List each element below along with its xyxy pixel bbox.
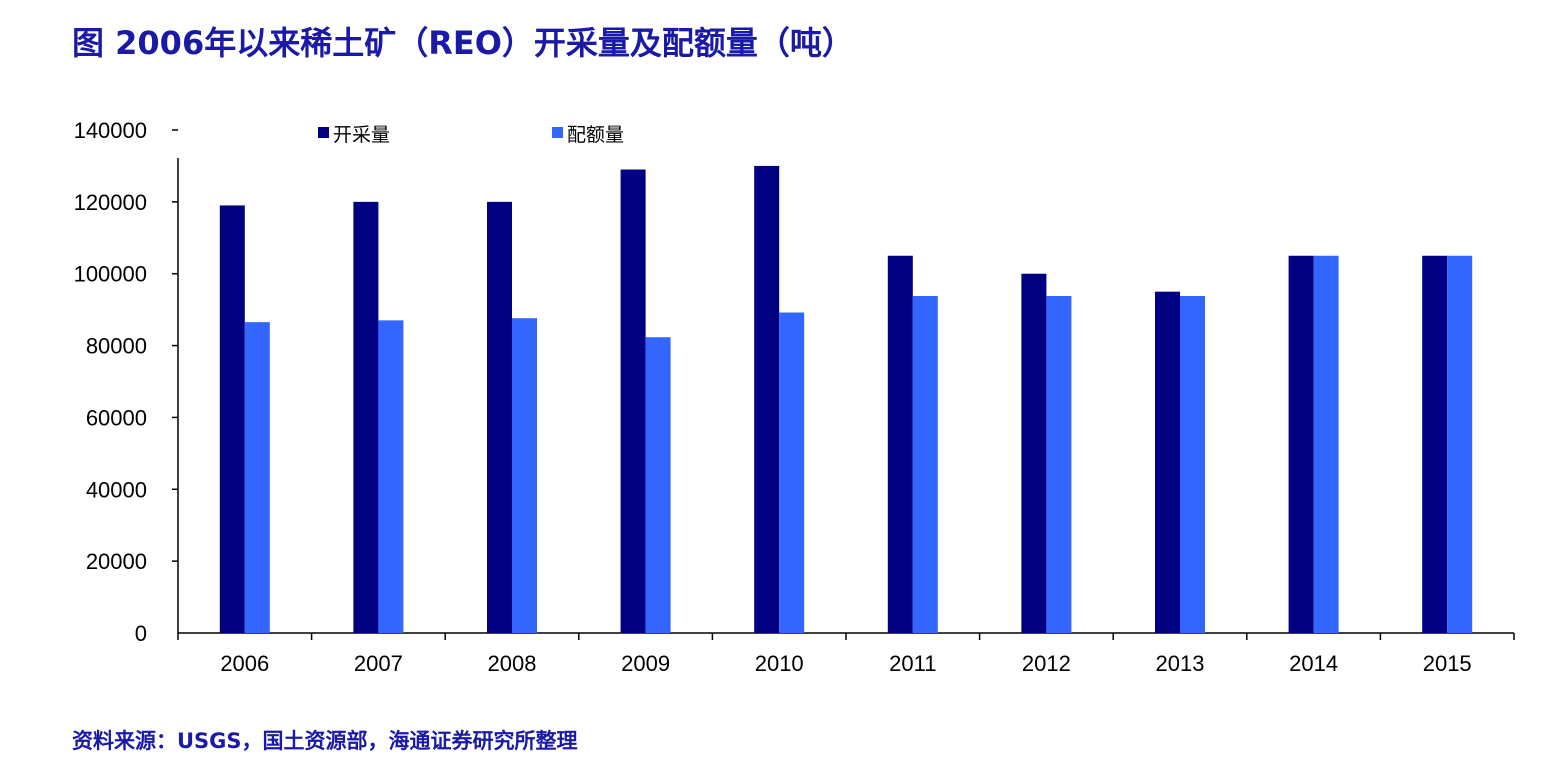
bar-mining <box>620 169 646 633</box>
bar-quota <box>645 337 671 633</box>
y-tick-label: 0 <box>135 621 147 646</box>
bar-quota <box>1046 295 1072 633</box>
bar-mining <box>487 201 512 633</box>
legend-label-mining: 开采量 <box>333 124 390 146</box>
bar-quota <box>912 295 938 633</box>
y-tick-label: 140000 <box>74 118 147 143</box>
bar-mining <box>219 205 245 633</box>
x-tick-label: 2015 <box>1423 651 1472 676</box>
bar-mining <box>1288 255 1314 633</box>
bars <box>219 165 1473 633</box>
x-tick-label: 2006 <box>220 651 269 676</box>
x-tick-label: 2007 <box>354 651 403 676</box>
y-tick-label: 80000 <box>86 334 147 359</box>
bar-mining <box>1422 255 1448 633</box>
x-axis: 2006 2007 2008 2009 2010 2011 2012 2013 2014 2015 <box>177 632 1515 676</box>
bar-mining <box>754 165 780 633</box>
x-tick-label: 2010 <box>755 651 804 676</box>
bar-quota <box>1180 295 1205 633</box>
bar-quota <box>1447 255 1473 633</box>
source-note: 资料来源：USGS，国土资源部，海通证券研究所整理 <box>72 729 578 753</box>
x-tick-label: 2011 <box>889 651 936 676</box>
y-tick-label: 20000 <box>86 549 147 574</box>
legend-swatch-quota <box>552 127 563 138</box>
y-tick-label: 120000 <box>74 190 147 215</box>
bar-quota <box>779 312 805 633</box>
legend-swatch-mining <box>318 127 329 138</box>
bar-mining <box>353 201 379 633</box>
y-tick-label: 60000 <box>86 405 147 430</box>
bar-mining <box>1021 273 1047 633</box>
bar-quota <box>512 318 537 633</box>
bar-mining <box>1155 291 1180 633</box>
x-tick-label: 2012 <box>1022 651 1071 676</box>
y-tick-label: 100000 <box>74 262 147 287</box>
x-tick-label: 2008 <box>488 651 537 676</box>
y-axis: 0 20000 40000 60000 80000 100000 120000 140000 <box>74 118 179 646</box>
bar-quota <box>244 322 270 633</box>
x-tick-label: 2014 <box>1289 651 1338 676</box>
y-tick-label: 40000 <box>86 477 147 502</box>
chart-title: 图 2006年以来稀土矿（REO）开采量及配额量（吨） <box>72 24 854 62</box>
x-tick-label: 2013 <box>1156 651 1205 676</box>
legend-label-quota: 配额量 <box>567 124 624 146</box>
x-tick-label: 2009 <box>621 651 670 676</box>
bar-quota <box>378 320 404 633</box>
legend: 开采量 配额量 <box>318 124 624 146</box>
bar-mining <box>887 255 913 633</box>
bar-quota <box>1313 255 1339 633</box>
